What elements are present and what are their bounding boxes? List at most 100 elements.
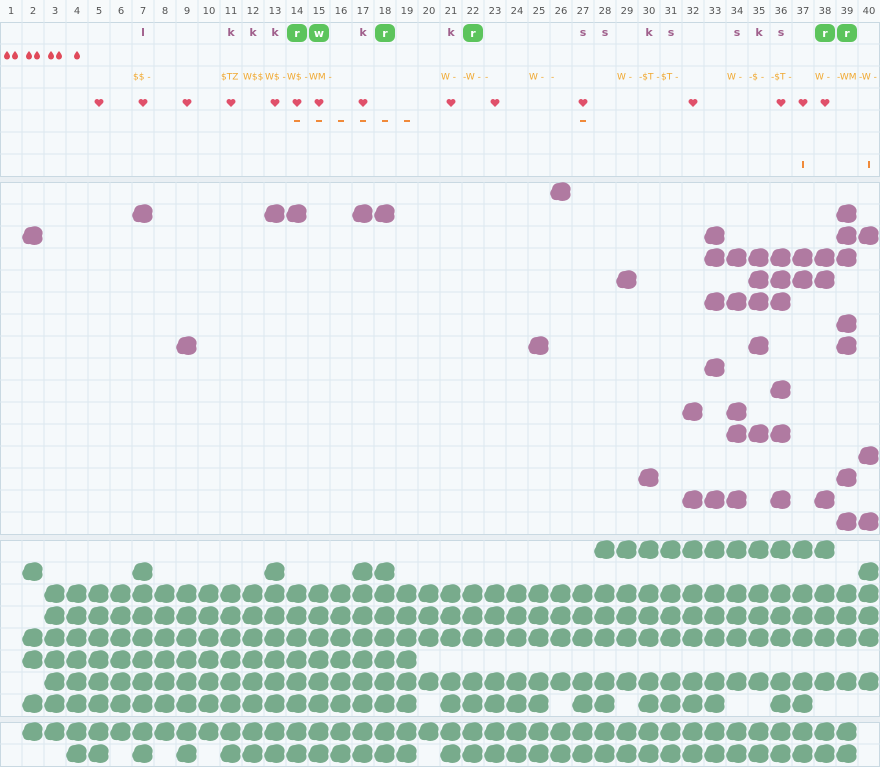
dash	[382, 120, 388, 122]
cell-blob	[660, 722, 681, 741]
cell-blob	[220, 628, 241, 647]
column-label: 2	[30, 6, 36, 17]
cell-blob	[770, 490, 791, 509]
cell-blob	[330, 694, 351, 713]
heart	[820, 98, 830, 107]
cell-blob	[726, 584, 747, 603]
cell-blob	[506, 722, 527, 741]
column-label: 11	[225, 6, 238, 17]
badge-letter: r	[844, 27, 850, 40]
dash	[294, 120, 300, 122]
cell-blob	[286, 744, 307, 763]
cell-blob	[858, 562, 879, 581]
cell-blob	[726, 490, 747, 509]
cell-blob	[484, 744, 505, 763]
column-label: 37	[797, 6, 810, 17]
cell-blob	[682, 584, 703, 603]
cell-blob	[440, 722, 461, 741]
cell-blob	[154, 628, 175, 647]
cell-blob	[726, 722, 747, 741]
cell-blob	[132, 204, 153, 223]
cell-blob	[352, 694, 373, 713]
cell-blob	[330, 672, 351, 691]
cell-blob	[726, 424, 747, 443]
cell-blob	[792, 606, 813, 625]
dash	[404, 120, 410, 122]
column-label: 4	[74, 6, 80, 17]
cell-blob	[814, 248, 835, 267]
cell-blob	[572, 672, 593, 691]
cell-blob	[616, 672, 637, 691]
cell-blob	[264, 694, 285, 713]
column-label: 18	[379, 6, 392, 17]
cell-blob	[792, 744, 813, 763]
cell-blob	[396, 584, 417, 603]
cell-blob	[792, 672, 813, 691]
cell-blob	[638, 722, 659, 741]
cell-blob	[462, 722, 483, 741]
cell-blob	[176, 336, 197, 355]
cell-blob	[594, 672, 615, 691]
cell-blob	[550, 606, 571, 625]
note: W$$	[243, 73, 263, 83]
cell-blob	[550, 672, 571, 691]
letter: s	[734, 26, 741, 39]
column-label: 28	[599, 6, 612, 17]
note: -	[551, 73, 554, 83]
cell-blob	[198, 672, 219, 691]
cell-blob	[814, 606, 835, 625]
letter: k	[249, 26, 257, 39]
cell-blob	[638, 584, 659, 603]
cell-blob	[88, 744, 109, 763]
cell-blob	[660, 694, 681, 713]
cell-blob	[198, 584, 219, 603]
cell-blob	[374, 694, 395, 713]
cell-blob	[528, 744, 549, 763]
cell-blob	[858, 584, 879, 603]
cell-blob	[572, 584, 593, 603]
cell-blob	[242, 606, 263, 625]
cell-blob	[44, 606, 65, 625]
cell-blob	[286, 204, 307, 223]
column-label: 20	[423, 6, 436, 17]
cell-blob	[462, 694, 483, 713]
cell-blob	[176, 628, 197, 647]
cell-blob	[352, 744, 373, 763]
cell-blob	[748, 248, 769, 267]
cell-blob	[748, 722, 769, 741]
cell-blob	[374, 650, 395, 669]
cell-blob	[770, 424, 791, 443]
cell-blob	[550, 584, 571, 603]
cell-blob	[308, 722, 329, 741]
cell-blob	[220, 722, 241, 741]
cell-blob	[330, 584, 351, 603]
column-label: 34	[731, 6, 744, 17]
cell-blob	[66, 722, 87, 741]
letter: k	[227, 26, 235, 39]
column-label: 9	[184, 6, 190, 17]
cell-blob	[704, 606, 725, 625]
cell-blob	[66, 606, 87, 625]
cell-blob	[154, 694, 175, 713]
note: $T -	[661, 73, 678, 83]
cell-blob	[506, 628, 527, 647]
cell-blob	[704, 226, 725, 245]
drop	[56, 51, 62, 60]
column-label: 13	[269, 6, 282, 17]
cell-blob	[308, 584, 329, 603]
badge	[287, 24, 307, 42]
cell-blob	[748, 424, 769, 443]
cell-blob	[506, 694, 527, 713]
cell-blob	[726, 540, 747, 559]
cell-blob	[682, 694, 703, 713]
cell-blob	[836, 248, 857, 267]
column-label: 40	[863, 6, 876, 17]
cell-blob	[330, 744, 351, 763]
cell-blob	[616, 722, 637, 741]
dash	[580, 120, 586, 122]
cell-blob	[264, 204, 285, 223]
column-label: 12	[247, 6, 260, 17]
cell-blob	[726, 606, 747, 625]
cell-blob	[220, 650, 241, 669]
